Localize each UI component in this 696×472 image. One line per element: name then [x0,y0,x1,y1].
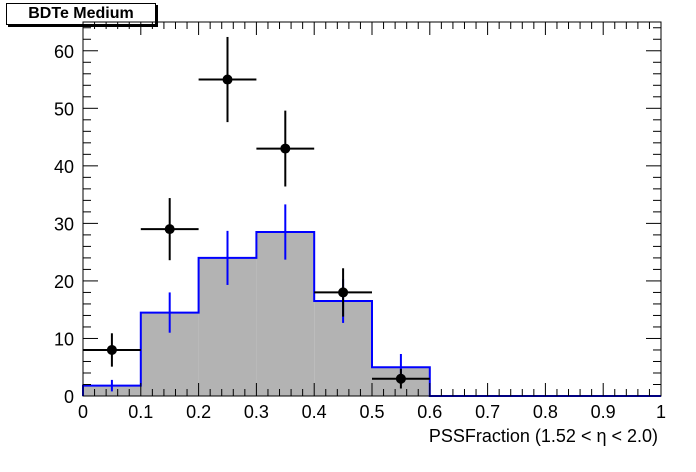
mc-histogram-layer [82,204,661,397]
y-tick-label: 20 [54,272,74,292]
x-tick-label: 0.3 [244,402,269,422]
data-point-marker [338,287,349,298]
data-point [140,198,199,261]
data-point [198,36,257,123]
x-tick-label: 0 [78,402,88,422]
chart-title: BDTe Medium [6,3,156,25]
x-tick-label: 0.2 [186,402,211,422]
data-point [372,368,430,389]
data-point [314,268,372,317]
data-points-layer [83,36,430,389]
x-tick-label: 1 [656,402,666,422]
x-tick-label: 0.7 [475,402,500,422]
data-point-marker [222,74,233,85]
data-point-marker [164,224,175,235]
y-tick-label: 0 [64,387,74,407]
data-point [83,333,141,367]
x-tick-label: 0.5 [359,402,384,422]
tick-labels: 0 0.1 0.2 0.3 0.4 0.5 0.6 0.7 0.8 0.9 101020304050… [54,42,666,422]
y-tick-label: 30 [54,214,74,234]
x-tick-label: 0.9 [591,402,616,422]
data-point-marker [106,344,117,355]
y-tick-label: 50 [54,99,74,119]
x-axis-title: PSSFraction (1.52 < η < 2.0) [429,426,658,446]
x-tick-label: 0.1 [128,402,153,422]
x-tick-label: 0.4 [302,402,327,422]
data-point-marker [395,373,406,384]
axis-ticks [82,22,662,397]
data-point [256,110,315,187]
x-tick-label: 0.8 [533,402,558,422]
data-point-marker [280,143,291,154]
x-tick-label: 0.6 [417,402,442,422]
y-tick-label: 40 [54,157,74,177]
y-tick-label: 60 [54,42,74,62]
y-tick-label: 10 [54,329,74,349]
